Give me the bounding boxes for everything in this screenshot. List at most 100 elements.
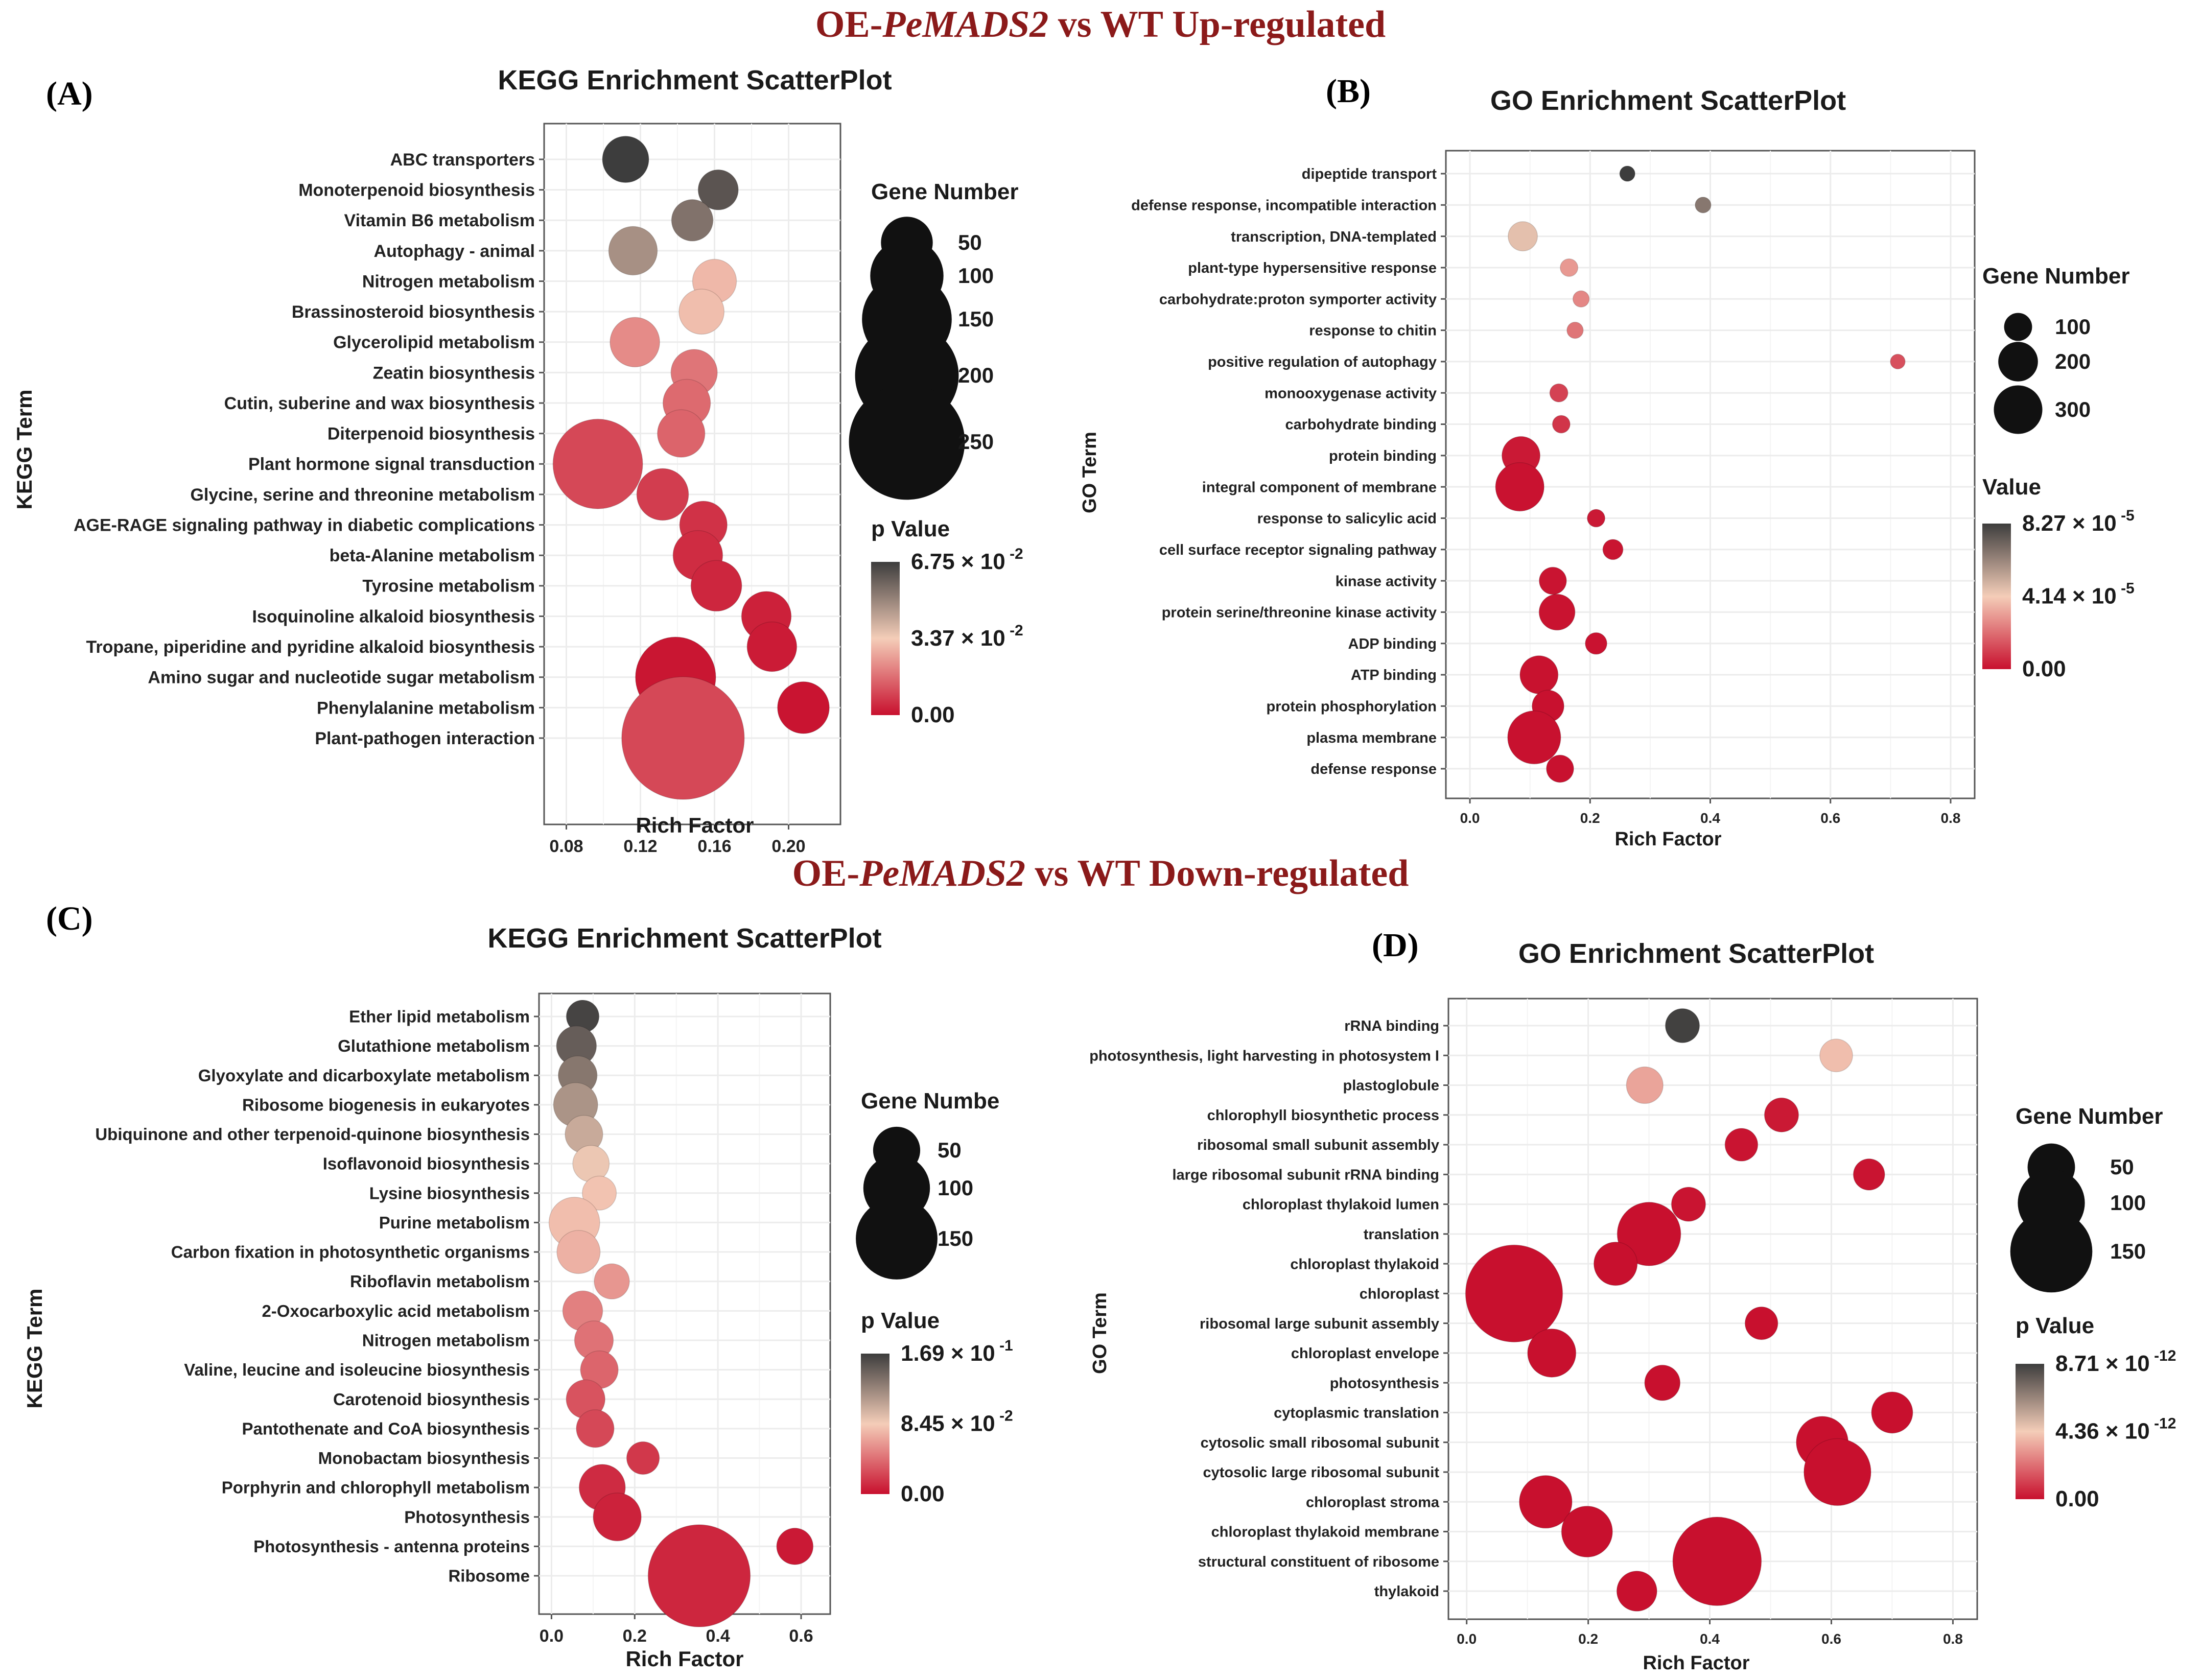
x-tick-label: 0.16 [697, 837, 731, 856]
term-label: rRNA binding [1344, 1018, 1439, 1034]
data-point[interactable] [1871, 1391, 1913, 1434]
data-point[interactable] [697, 169, 739, 210]
term-label: thylakoid [1374, 1583, 1439, 1600]
x-tick-label: 0.4 [1700, 1631, 1720, 1647]
chart-title-b: GO Enrichment ScatterPlot [1490, 85, 1846, 116]
data-point[interactable] [1616, 1570, 1657, 1612]
size-legend-value: 300 [2055, 397, 2091, 421]
term-label: Cutin, suberine and wax biosynthesis [224, 394, 535, 413]
color-bar-a [871, 562, 900, 715]
term-label: cell surface receptor signaling pathway [1159, 542, 1437, 558]
data-point[interactable] [1617, 1201, 1681, 1266]
data-point[interactable] [1671, 1187, 1706, 1222]
data-point[interactable] [556, 1230, 601, 1274]
data-point[interactable] [1744, 1306, 1778, 1340]
data-point[interactable] [582, 1175, 617, 1211]
data-point[interactable] [1619, 165, 1635, 182]
data-point[interactable] [1695, 197, 1712, 214]
term-label: cytoplasmic translation [1274, 1405, 1439, 1422]
data-point[interactable] [1593, 1241, 1638, 1286]
x-tick-label: 0.6 [1821, 1631, 1841, 1647]
color-legend-label: 0.00 [2055, 1486, 2099, 1511]
data-point[interactable] [610, 317, 660, 368]
data-point[interactable] [1508, 221, 1538, 252]
size-legend-value: 150 [958, 307, 994, 331]
data-point[interactable] [1890, 353, 1906, 370]
data-point[interactable] [1804, 1438, 1871, 1506]
data-point[interactable] [657, 409, 706, 458]
data-point[interactable] [1665, 1008, 1700, 1044]
data-point[interactable] [1724, 1128, 1759, 1162]
data-point[interactable] [594, 1263, 630, 1299]
data-point[interactable] [602, 135, 649, 183]
data-point[interactable] [1586, 509, 1606, 528]
data-point[interactable] [776, 1527, 814, 1565]
term-label: Glycerolipid metabolism [333, 333, 535, 352]
data-point[interactable] [1560, 258, 1579, 277]
data-point[interactable] [1566, 321, 1584, 339]
data-point[interactable] [671, 199, 714, 242]
data-point[interactable] [636, 468, 689, 521]
data-point[interactable] [678, 289, 725, 335]
data-point[interactable] [1672, 1517, 1762, 1606]
data-point[interactable] [1549, 383, 1568, 403]
data-point[interactable] [608, 226, 658, 276]
term-label: positive regulation of autophagy [1208, 354, 1437, 370]
term-label: Glutathione metabolism [338, 1036, 530, 1055]
data-point[interactable] [777, 681, 830, 734]
data-point[interactable] [1538, 594, 1576, 631]
color-legend-label: 0.00 [901, 1481, 945, 1506]
color-legend-title-a: p Value [871, 516, 950, 541]
term-label: chloroplast envelope [1291, 1345, 1439, 1362]
data-point[interactable] [647, 1524, 751, 1627]
term-label: Purine metabolism [379, 1213, 530, 1232]
data-point[interactable] [576, 1409, 615, 1448]
term-label: Carbon fixation in photosynthetic organi… [171, 1243, 530, 1262]
data-point[interactable] [1518, 1475, 1573, 1529]
data-point[interactable] [1495, 462, 1544, 512]
term-label: Ribosome [448, 1567, 530, 1586]
term-label: cytosolic small ribosomal subunit [1201, 1435, 1440, 1451]
term-label: photosynthesis [1330, 1375, 1439, 1391]
data-point[interactable] [1585, 632, 1607, 655]
data-point[interactable] [1853, 1158, 1885, 1191]
data-point[interactable] [621, 676, 745, 800]
term-label: Brassinosteroid biosynthesis [292, 302, 535, 322]
data-point[interactable] [1602, 539, 1624, 560]
data-point[interactable] [1819, 1038, 1853, 1073]
data-point[interactable] [1626, 1066, 1664, 1104]
data-point[interactable] [1546, 754, 1574, 783]
x-tick-label: 0.20 [771, 837, 805, 856]
x-tick-label: 0.2 [1580, 810, 1600, 826]
data-point[interactable] [1552, 415, 1571, 434]
data-point[interactable] [1561, 1505, 1613, 1558]
data-point[interactable] [1507, 710, 1561, 765]
term-label: dipeptide transport [1302, 166, 1437, 182]
x-tick-label: 0.4 [1700, 810, 1720, 826]
data-point[interactable] [626, 1441, 660, 1475]
data-point[interactable] [690, 560, 742, 612]
x-tick-label: 0.08 [549, 837, 583, 856]
data-point[interactable] [552, 418, 643, 509]
data-point[interactable] [1519, 655, 1559, 695]
data-point[interactable] [1764, 1097, 1799, 1132]
x-tick-label: 0.4 [706, 1626, 730, 1646]
x-tick-label: 0.0 [1460, 810, 1480, 826]
data-point[interactable] [1527, 1328, 1577, 1378]
data-point[interactable] [746, 621, 798, 672]
panel-b-go-up: (B) GO Enrichment ScatterPlot dipeptide tr… [1079, 73, 2135, 850]
x-tick-label: 0.2 [623, 1626, 647, 1646]
term-label: Diterpenoid biosynthesis [327, 424, 535, 444]
data-point[interactable] [1644, 1364, 1681, 1401]
size-legend-value: 150 [938, 1226, 973, 1250]
term-label: Nitrogen metabolism [362, 272, 535, 291]
x-axis-label-c: Rich Factor [625, 1647, 743, 1671]
term-label: Monobactam biosynthesis [318, 1449, 530, 1468]
data-point[interactable] [1572, 290, 1590, 308]
x-axis-label-a: Rich Factor [636, 813, 754, 837]
data-point[interactable] [593, 1492, 642, 1542]
term-label: Tyrosine metabolism [362, 577, 535, 596]
data-point[interactable] [1538, 566, 1567, 595]
term-label: chloroplast thylakoid [1290, 1256, 1439, 1272]
data-point[interactable] [1465, 1244, 1563, 1343]
